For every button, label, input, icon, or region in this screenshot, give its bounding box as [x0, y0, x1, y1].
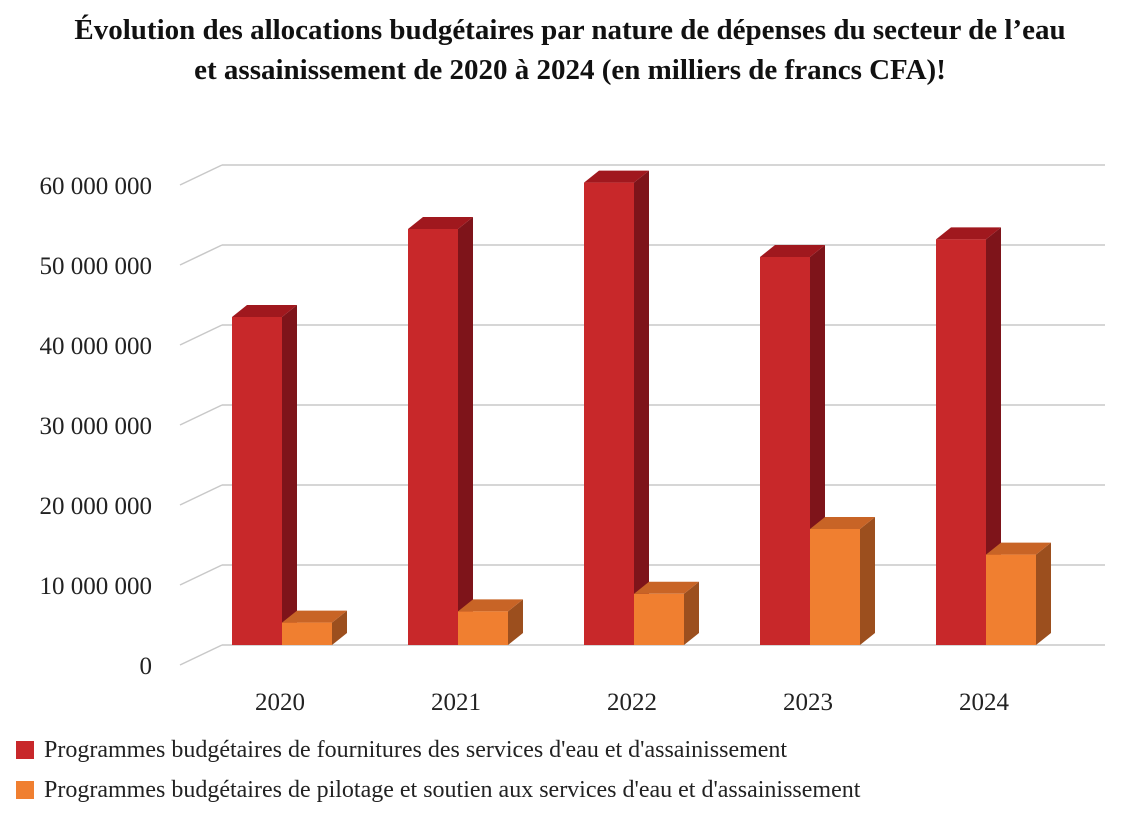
bar-2022-series-2	[634, 581, 699, 645]
legend-label-series-1: Programmes budgétaires de fournitures de…	[44, 736, 788, 763]
bar-side	[860, 517, 875, 645]
bar-2020-series-1	[232, 305, 297, 645]
x-tick-label: 2020	[255, 689, 305, 716]
bar-top	[232, 305, 297, 317]
legend-swatch-series-2	[16, 781, 34, 799]
y-tick-label: 40 000 000	[40, 333, 153, 360]
bar-side	[986, 227, 1001, 645]
bar-top	[282, 610, 347, 623]
legend-item-series-2: Programmes budgétaires de pilotage et so…	[16, 770, 860, 810]
bar-front	[232, 317, 282, 645]
x-tick-label: 2024	[959, 689, 1010, 716]
bar-top	[408, 217, 473, 229]
bar-front	[282, 622, 332, 645]
bar-2024-series-1	[936, 227, 1001, 645]
bar-front	[634, 593, 684, 645]
bar-2023-series-2	[810, 517, 875, 645]
bar-side	[458, 217, 473, 645]
y-tick-label: 30 000 000	[40, 413, 153, 440]
y-tick-label: 10 000 000	[40, 573, 153, 600]
bar-2021-series-1	[408, 217, 473, 645]
bar-front	[584, 182, 634, 645]
bar-front	[458, 611, 508, 645]
gridline-diagonal	[179, 564, 223, 586]
plot-area: 0 10 000 000 20 000 000 30 000 000 40 000 00…	[40, 164, 1105, 716]
bar-2024-series-2	[986, 542, 1051, 645]
chart-title-line-2: et assainissement de 2020 à 2024 (en mil…	[194, 54, 946, 86]
bar-side	[508, 599, 523, 645]
gridline-diagonal	[179, 484, 223, 506]
y-tick-label: 0	[140, 653, 153, 680]
bar-front	[810, 529, 860, 645]
y-tick-label: 50 000 000	[40, 253, 153, 280]
x-tick-label: 2023	[783, 689, 833, 716]
bar-side	[684, 581, 699, 645]
bar-side	[1036, 542, 1051, 645]
bar-2020-series-2	[282, 610, 347, 645]
bar-top	[760, 245, 825, 257]
y-tick-label: 60 000 000	[40, 173, 153, 200]
bar-top	[810, 517, 875, 529]
legend-label-series-2: Programmes budgétaires de pilotage et so…	[44, 776, 861, 803]
bar-2021-series-2	[458, 599, 523, 645]
bar-side	[282, 305, 297, 645]
gridline-diagonal	[179, 164, 223, 186]
bar-top	[986, 542, 1051, 555]
legend-swatch-series-1	[16, 741, 34, 759]
bar-top	[458, 599, 523, 612]
bar-2022-series-1	[584, 170, 649, 645]
bar-front	[760, 257, 810, 645]
chart-title: Évolution des allocations budgétaires pa…	[0, 10, 1140, 90]
legend-item-series-1: Programmes budgétaires de fournitures de…	[16, 730, 860, 770]
bar-front	[408, 229, 458, 645]
gridline-diagonal	[179, 324, 223, 346]
x-tick-label: 2022	[607, 689, 657, 716]
y-tick-label: 20 000 000	[40, 493, 153, 520]
bar-top	[634, 581, 699, 594]
bar-side	[634, 170, 649, 645]
chart-title-line-1: Évolution des allocations budgétaires pa…	[74, 14, 1066, 46]
bar-side	[332, 610, 347, 645]
bar-top	[936, 227, 1001, 240]
x-tick-label: 2021	[431, 689, 481, 716]
bar-front	[936, 239, 986, 645]
bar-front	[986, 554, 1036, 645]
gridline-diagonal	[179, 404, 223, 426]
floor-edge	[179, 644, 223, 666]
legend: Programmes budgétaires de fournitures de…	[16, 730, 860, 810]
gridline-diagonal	[179, 244, 223, 266]
bar-top	[584, 170, 649, 183]
